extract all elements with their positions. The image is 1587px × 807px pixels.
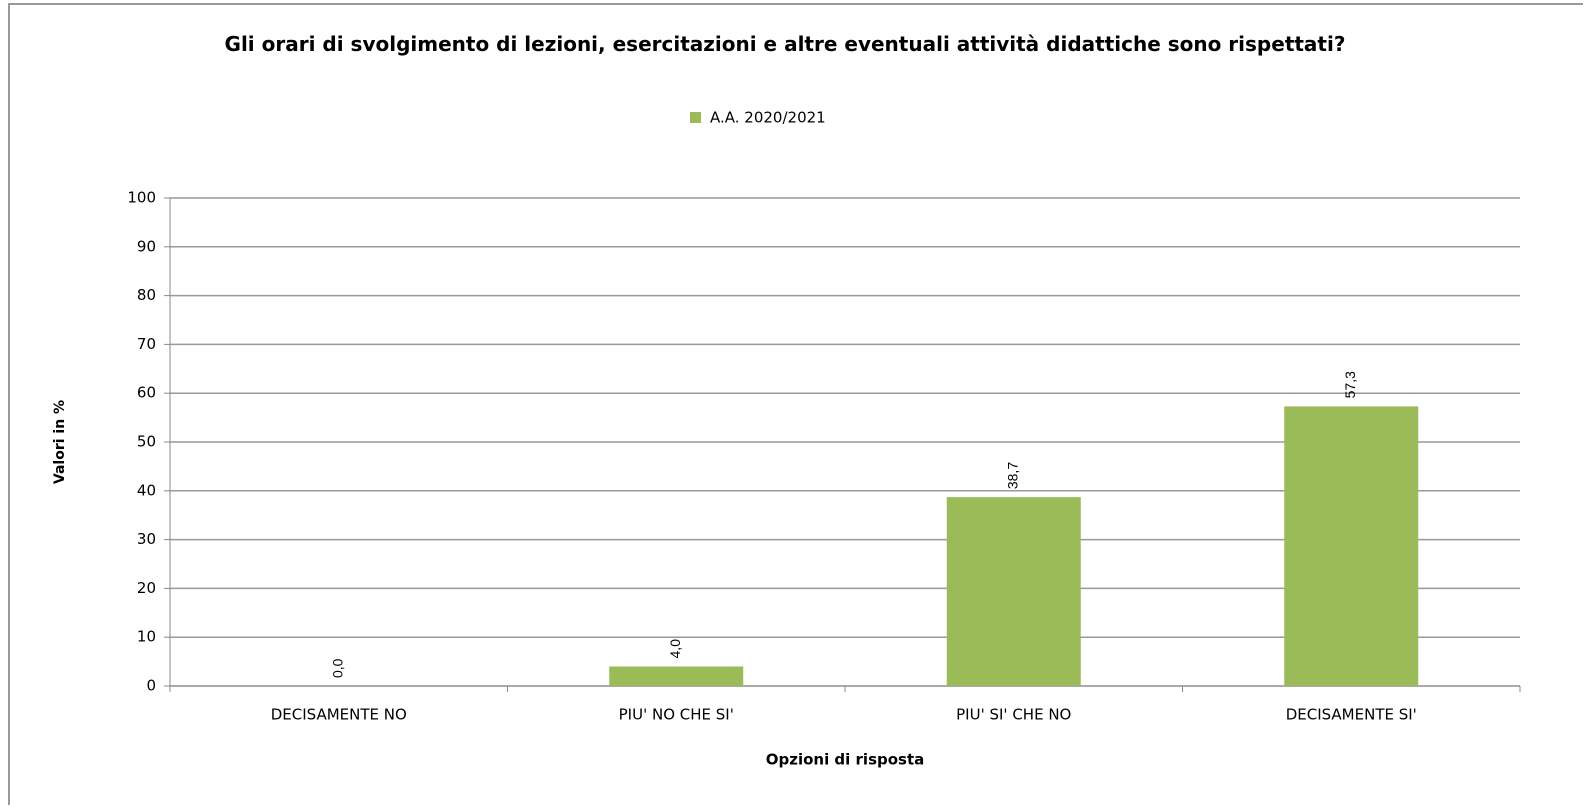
y-tick-label: 60 bbox=[137, 384, 156, 402]
y-tick-label: 80 bbox=[137, 286, 156, 304]
data-label: 0,0 bbox=[329, 658, 345, 678]
bar bbox=[609, 666, 744, 686]
x-tick-label: PIU' NO CHE SI' bbox=[619, 706, 734, 724]
y-tick-label: 0 bbox=[146, 677, 156, 695]
y-tick-label: 10 bbox=[137, 628, 156, 646]
chart-frame bbox=[8, 3, 1583, 805]
legend-label: A.A. 2020/2021 bbox=[710, 109, 826, 127]
bar bbox=[1284, 406, 1419, 686]
y-tick-label: 70 bbox=[137, 335, 156, 353]
y-tick-label: 40 bbox=[137, 481, 156, 499]
data-label: 57,3 bbox=[1342, 371, 1358, 398]
x-tick-label: PIU' SI' CHE NO bbox=[956, 706, 1071, 724]
x-tick-label: DECISAMENTE NO bbox=[271, 706, 407, 724]
y-tick-label: 30 bbox=[137, 530, 156, 548]
y-tick-label: 20 bbox=[137, 579, 156, 597]
y-tick-label: 100 bbox=[127, 189, 156, 207]
data-label: 38,7 bbox=[1004, 462, 1020, 489]
x-tick-label: DECISAMENTE SI' bbox=[1286, 706, 1417, 724]
bar bbox=[946, 497, 1081, 686]
chart-title: Gli orari di svolgimento di lezioni, ese… bbox=[224, 32, 1346, 56]
legend-swatch bbox=[690, 112, 701, 123]
data-label: 4,0 bbox=[667, 639, 683, 659]
y-tick-label: 90 bbox=[137, 237, 156, 255]
y-tick-label: 50 bbox=[137, 433, 156, 451]
y-axis-label: Valori in % bbox=[52, 400, 68, 484]
x-axis-label: Opzioni di risposta bbox=[766, 751, 925, 769]
